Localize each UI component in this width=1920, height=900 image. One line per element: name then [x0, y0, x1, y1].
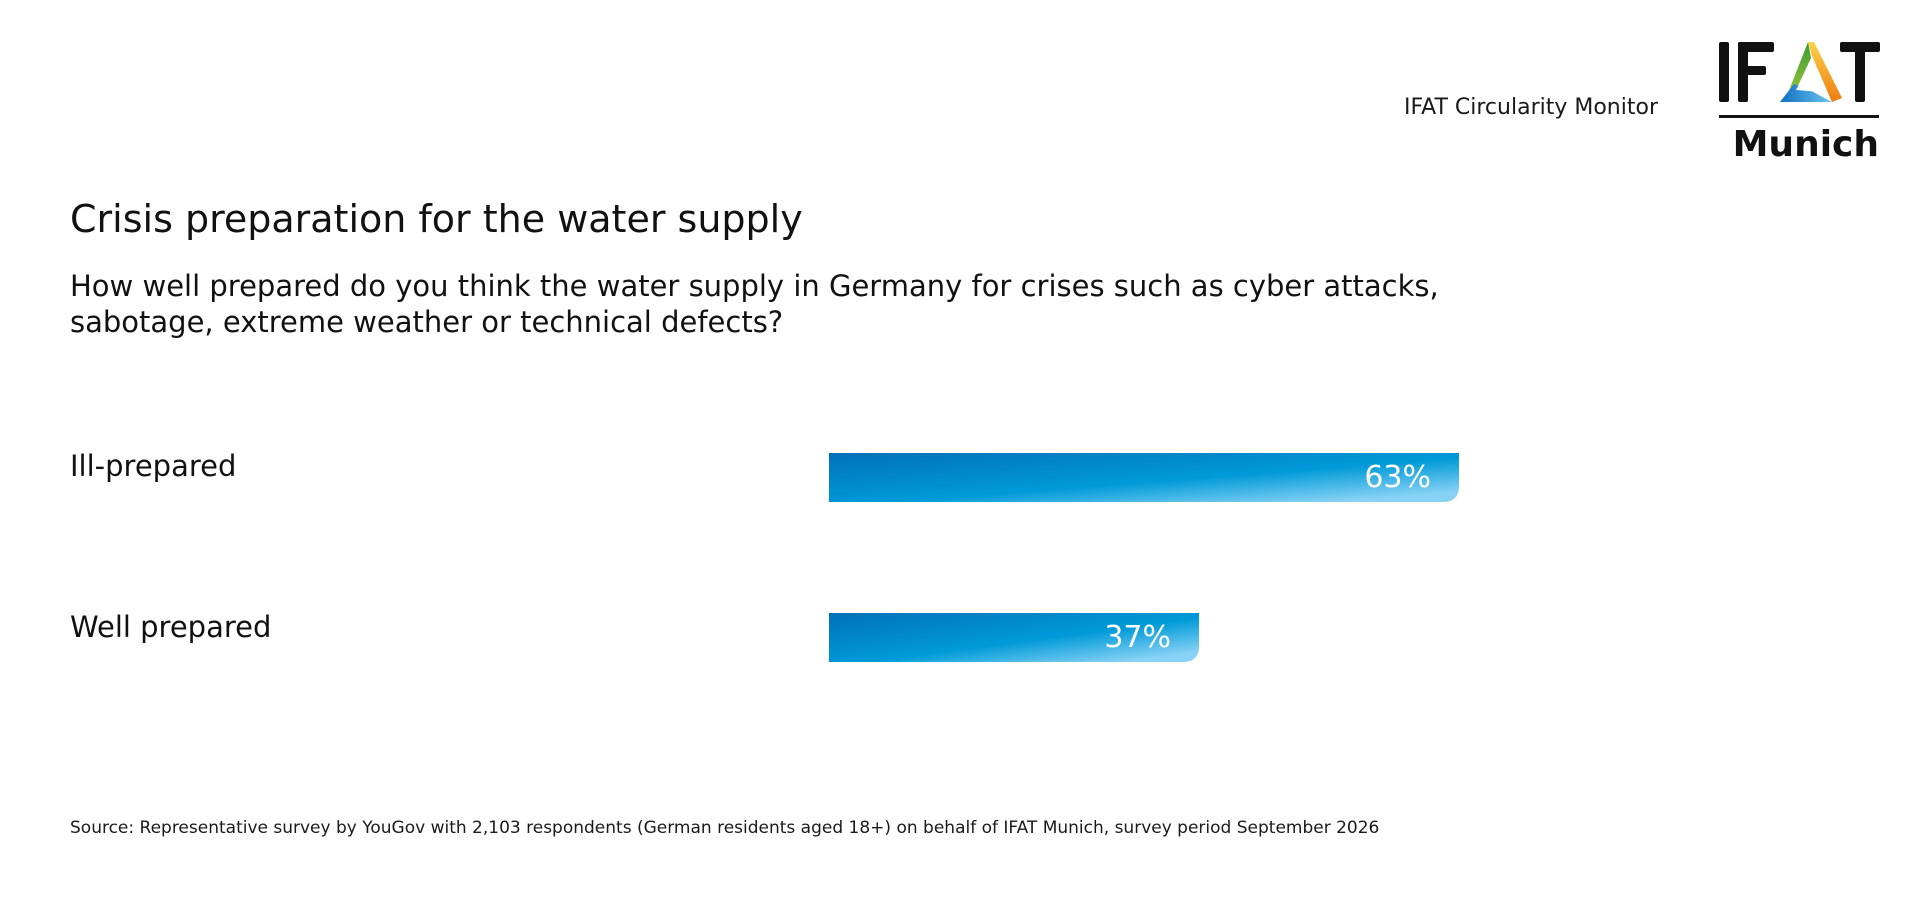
survey-question: How well prepared do you think the water…: [70, 268, 1570, 340]
page-title: Crisis preparation for the water supply: [70, 197, 803, 241]
logo-letter-f: [1738, 42, 1774, 102]
bar-value-label: 63%: [1364, 460, 1431, 495]
question-line-2: sabotage, extreme weather or technical d…: [70, 305, 784, 339]
logo-triangle-icon: [1780, 42, 1842, 102]
ifat-munich-logo: Munich: [1719, 42, 1880, 162]
logo-rule: [1719, 115, 1879, 118]
logo-munich-text: Munich: [1733, 124, 1879, 162]
logo-letter-i: [1719, 42, 1729, 102]
bar-value-label: 37%: [1104, 620, 1171, 655]
question-line-1: How well prepared do you think the water…: [70, 269, 1439, 303]
category-label-well-prepared: Well prepared: [70, 610, 272, 644]
source-note: Source: Representative survey by YouGov …: [70, 818, 1380, 838]
monitor-label: IFAT Circularity Monitor: [1404, 95, 1658, 120]
logo-letter-t: [1840, 42, 1880, 102]
bar-well-prepared: [829, 613, 1199, 662]
category-label-ill-prepared: Ill-prepared: [70, 449, 237, 483]
bar-ill-prepared: [829, 453, 1459, 502]
